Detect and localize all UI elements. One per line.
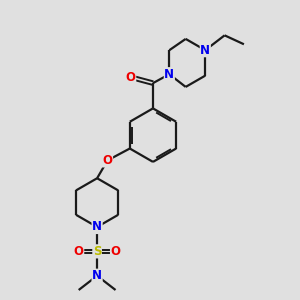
- Text: N: N: [92, 220, 102, 233]
- Text: O: O: [126, 71, 136, 84]
- Text: O: O: [110, 245, 121, 258]
- Text: N: N: [200, 44, 210, 57]
- Text: N: N: [92, 269, 102, 282]
- Text: O: O: [103, 154, 112, 167]
- Text: S: S: [93, 245, 101, 258]
- Text: O: O: [74, 245, 84, 258]
- Text: N: N: [164, 68, 174, 81]
